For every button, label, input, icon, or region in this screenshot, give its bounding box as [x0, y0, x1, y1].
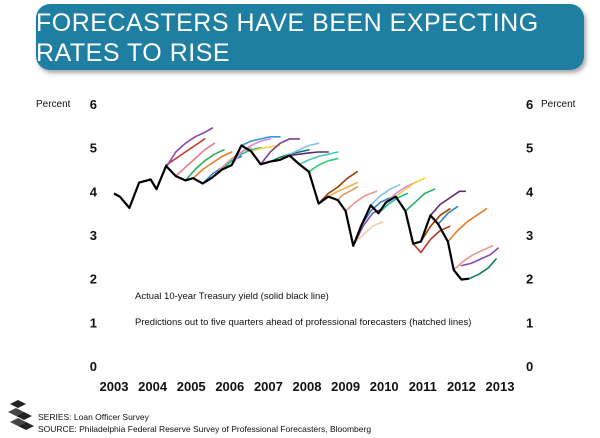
- forecast-series-line: [412, 225, 451, 254]
- x-tick-label: 2008: [293, 379, 322, 394]
- forecast-series-line: [175, 142, 216, 177]
- forecast-series-line: [288, 151, 330, 157]
- annotation-forecasts: Predictions out to five quarters ahead o…: [135, 317, 471, 328]
- y-tick-label-left: 0: [90, 359, 97, 374]
- footer-series: SERIES: Loan Officer Survey: [38, 412, 149, 422]
- y-tick-label-left: 5: [90, 141, 97, 156]
- forecast-series-line: [460, 247, 499, 267]
- x-tick-label: 2004: [138, 379, 168, 394]
- forecast-series-line: [327, 181, 359, 198]
- y-tick-label-right: 5: [526, 141, 533, 156]
- forecast-series-line: [360, 197, 391, 228]
- forecast-series-line: [394, 177, 426, 198]
- x-tick-label: 2011: [409, 379, 437, 394]
- x-tick-label: 2006: [215, 379, 244, 394]
- forecast-series-line: [337, 186, 359, 201]
- forecast-series-line: [447, 208, 488, 243]
- footer-source: SOURCE: Philadelphia Federal Reserve Sur…: [38, 424, 372, 434]
- forecast-series-line: [460, 258, 497, 281]
- actual-yield-line: [113, 144, 470, 281]
- forecast-series-line: [317, 170, 359, 205]
- x-tick-label: 2010: [370, 379, 399, 394]
- y-axis-label-right: Percent: [541, 99, 576, 110]
- page-title-line-1: FORECASTERS HAVE BEEN EXPECTING: [36, 9, 539, 37]
- x-tick-label: 2009: [331, 379, 360, 394]
- forecast-series-line: [352, 221, 384, 245]
- y-tick-label-right: 2: [526, 272, 533, 287]
- y-tick-label-left: 4: [90, 184, 98, 199]
- y-tick-label-right: 6: [526, 97, 533, 112]
- forecast-series-line: [165, 127, 214, 169]
- forecast-series-line: [221, 146, 262, 171]
- forecast-series-line: [344, 190, 378, 212]
- page-title-line-2: RATES TO RISE: [36, 39, 231, 67]
- forecast-series-line: [240, 136, 281, 147]
- y-tick-label-left: 2: [90, 272, 97, 287]
- forecast-series-line: [377, 192, 409, 214]
- forecast-series-line: [385, 181, 416, 204]
- y-tick-label-left: 1: [90, 315, 97, 330]
- y-tick-label-left: 3: [90, 228, 97, 243]
- forecast-series-line: [308, 157, 339, 173]
- x-tick-label: 2007: [254, 379, 283, 394]
- y-tick-label-right: 0: [526, 359, 533, 374]
- y-axis-label-left: Percent: [36, 99, 71, 110]
- forecast-series-line: [429, 190, 467, 217]
- y-tick-label-right: 1: [526, 315, 533, 330]
- forecast-series-line: [404, 188, 436, 212]
- forecast-series-line: [452, 245, 494, 271]
- logo-icon: [8, 400, 34, 430]
- forecast-series-line: [250, 144, 281, 152]
- x-tick-label: 2003: [100, 379, 129, 394]
- forecast-series-line: [230, 138, 272, 166]
- forecast-series-line: [192, 151, 233, 179]
- x-tick-label: 2013: [486, 379, 515, 394]
- annotation-actual: Actual 10-year Treasury yield (solid bla…: [135, 291, 329, 302]
- y-tick-label-right: 4: [526, 184, 534, 199]
- forecast-series-line: [259, 138, 301, 166]
- y-tick-label-right: 3: [526, 228, 533, 243]
- forecast-series-line: [369, 184, 401, 207]
- forecast-series-line: [184, 149, 225, 182]
- forecast-series-line: [437, 205, 459, 225]
- y-tick-label-left: 6: [90, 97, 97, 112]
- x-tick-label: 2012: [447, 379, 476, 394]
- title-banner: [36, 4, 584, 70]
- forecast-series-line: [298, 151, 339, 166]
- x-tick-label: 2005: [177, 379, 206, 394]
